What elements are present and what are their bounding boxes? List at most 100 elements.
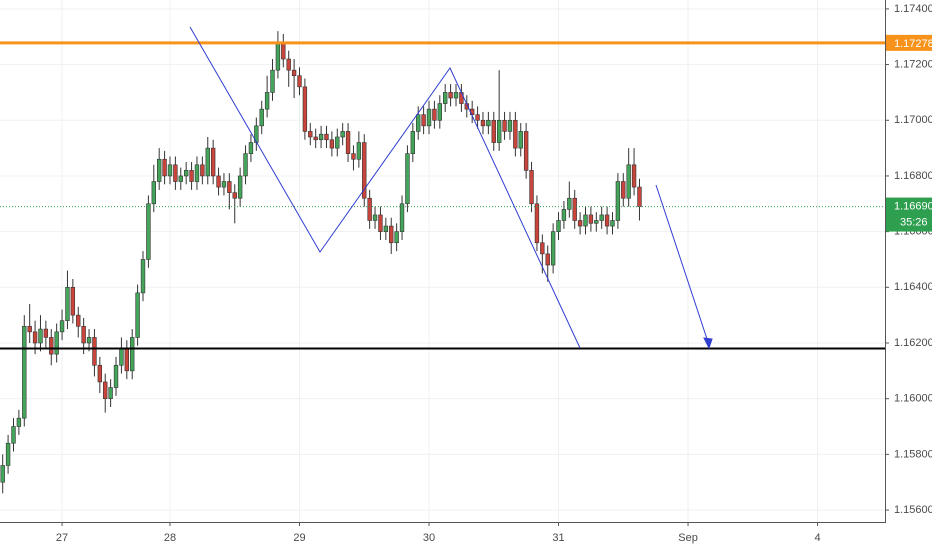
candle-body: [561, 209, 567, 221]
candle-body: [340, 131, 345, 138]
trend-drawing: [189, 26, 713, 350]
y-tick-label: 1.16400: [894, 281, 932, 293]
candle-body: [119, 348, 124, 366]
candle-body: [302, 86, 308, 132]
candle-body: [626, 164, 631, 199]
candle-body: [545, 253, 550, 266]
candle-body: [518, 131, 523, 149]
candle-body: [108, 387, 113, 399]
candle-body: [270, 69, 275, 93]
candle-body: [637, 186, 642, 207]
candle-body: [65, 287, 70, 322]
candle-body: [394, 231, 399, 244]
y-tick-label: 1.17200: [894, 58, 932, 70]
countdown-label: 35:26: [900, 216, 928, 228]
y-tick-label: 1.15600: [894, 504, 932, 516]
candle-body: [167, 164, 173, 177]
arrow-line: [655, 184, 710, 346]
candle-body: [308, 131, 313, 138]
candle-body: [124, 348, 130, 372]
candles: [0, 31, 642, 494]
candle-body: [389, 225, 394, 244]
candle-body: [540, 242, 545, 255]
candle-body: [610, 220, 615, 227]
candle-body: [264, 92, 270, 110]
candle-body: [421, 114, 426, 127]
candle-body: [513, 119, 518, 149]
candle-body: [383, 225, 389, 232]
candle-body: [507, 119, 513, 132]
candle-body: [38, 328, 43, 344]
candle-body: [480, 119, 486, 127]
x-tick-label: 30: [423, 532, 435, 544]
candle-body: [81, 325, 86, 344]
candle-body: [426, 108, 432, 127]
candle-body: [200, 164, 205, 177]
candle-body: [22, 325, 27, 419]
candle-body: [151, 181, 156, 205]
candle-body: [572, 197, 577, 221]
candle-body: [335, 136, 340, 149]
candle-body: [232, 192, 237, 199]
candle-body: [286, 58, 291, 71]
candle-body: [594, 220, 599, 224]
candle-body: [496, 119, 502, 143]
y-tick-label: 1.17000: [894, 114, 932, 126]
candle-body: [259, 108, 264, 127]
candle-body: [59, 320, 65, 333]
candle-body: [92, 337, 97, 366]
candle-body: [275, 42, 281, 71]
candle-body: [556, 220, 561, 232]
candle-body: [324, 133, 329, 141]
level-label: 1.17278: [894, 38, 932, 50]
candle-body: [32, 331, 38, 344]
candle-body: [329, 139, 335, 149]
candle-body: [76, 314, 81, 327]
candle-body: [313, 136, 318, 141]
candle-body: [550, 231, 556, 266]
x-tick-label: 31: [552, 532, 564, 544]
candle-body: [86, 337, 92, 344]
candle-body: [291, 69, 297, 77]
candle-body: [157, 158, 162, 182]
y-tick-label: 1.16800: [894, 170, 932, 182]
candle-body: [103, 381, 108, 399]
candle-body: [227, 181, 232, 193]
candle-body: [351, 153, 356, 160]
grid: [0, 0, 885, 522]
candle-body: [502, 119, 507, 132]
x-tick-label: 29: [293, 532, 305, 544]
candle-body: [523, 131, 529, 171]
candle-body: [5, 442, 11, 466]
x-tick-label: Sep: [678, 532, 698, 544]
axes: 1.174001.172001.170001.168001.166001.164…: [56, 3, 932, 544]
candle-body: [189, 170, 194, 182]
candle-body: [491, 119, 496, 143]
y-tick-label: 1.15800: [894, 448, 932, 460]
candle-body: [54, 331, 59, 355]
candle-body: [178, 175, 183, 182]
candle-body: [210, 147, 216, 177]
candle-body: [437, 103, 442, 121]
candle-body: [486, 119, 491, 127]
candle-body: [599, 214, 604, 221]
candle-body: [443, 92, 448, 104]
candle-body: [216, 175, 221, 188]
candle-body: [588, 214, 594, 224]
candle-body: [27, 325, 32, 333]
candle-body: [459, 92, 464, 104]
candle-body: [432, 108, 437, 121]
candle-body: [205, 147, 210, 177]
candle-body: [16, 417, 22, 427]
levels: [0, 41, 885, 350]
candle-body: [113, 364, 119, 388]
zigzag-line: [189, 26, 581, 349]
candle-body: [70, 287, 76, 316]
candle-body: [0, 465, 5, 483]
candle-body: [173, 164, 178, 182]
candle-body: [43, 328, 49, 338]
candle-body: [372, 214, 378, 221]
candle-body: [448, 92, 453, 99]
